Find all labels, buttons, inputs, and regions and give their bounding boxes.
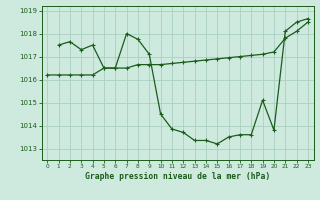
X-axis label: Graphe pression niveau de la mer (hPa): Graphe pression niveau de la mer (hPa) <box>85 172 270 181</box>
